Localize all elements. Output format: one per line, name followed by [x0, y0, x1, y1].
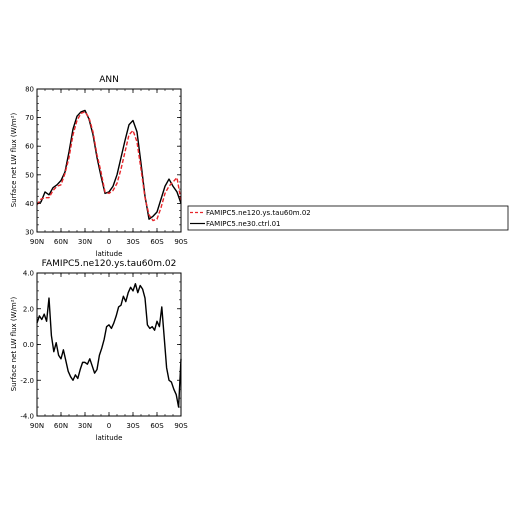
bottom-x-tick-label: 30N — [78, 422, 92, 430]
legend: FAMIPC5.ne120.ys.tau60m.02 FAMIPC5.ne30.… — [187, 205, 509, 231]
top-x-tick-label: 60S — [150, 238, 164, 246]
bottom-tick-layer: 90N 60N 30N 0 30S 60S 90S -4.0 -2.0 0.0 2.0 4.0 — [20, 270, 188, 431]
top-x-tick-label: 30S — [126, 238, 140, 246]
top-series-layer — [36, 109, 182, 222]
bottom-x-tick-label: 0 — [107, 422, 111, 430]
bottom-plot-frame — [36, 272, 182, 417]
bottom-y-tick-label: -2.0 — [20, 377, 34, 385]
legend-box — [187, 205, 509, 231]
bottom-series-layer — [36, 283, 182, 408]
legend-label-ne30: FAMIPC5.ne30.ctrl.01 — [206, 220, 281, 228]
top-y-tick-label: 80 — [25, 86, 34, 94]
top-series-line-0 — [36, 111, 182, 222]
bottom-y-tick-label: 2.0 — [23, 305, 34, 313]
bottom-panel: FAMIPC5.ne120.ys.tau60m.02 90N 60N 30N 0 30S… — [10, 259, 188, 442]
top-panel: ANN 90N 60N 30N 0 30S 60S 90S 30 40 50 60 70 80 lati… — [10, 75, 188, 258]
bottom-x-tick-label: 90S — [174, 422, 188, 430]
top-x-tick-label: 0 — [107, 238, 111, 246]
top-series-line-1 — [36, 109, 182, 220]
top-x-tick-label: 90S — [174, 238, 188, 246]
top-chart-title: ANN — [99, 75, 119, 85]
bottom-chart-title: FAMIPC5.ne120.ys.tau60m.02 — [42, 259, 177, 269]
bottom-y-tick-label: 0.0 — [23, 341, 34, 349]
bottom-x-tick-label: 60S — [150, 422, 164, 430]
top-y-tick-label: 30 — [25, 229, 34, 237]
top-tick-layer: 90N 60N 30N 0 30S 60S 90S 30 40 50 60 70 80 — [25, 86, 188, 247]
bottom-y-tick-label: -4.0 — [20, 413, 34, 421]
bottom-series-line-0 — [36, 283, 182, 408]
top-x-tick-label: 60N — [54, 238, 68, 246]
top-x-tick-label: 90N — [30, 238, 44, 246]
bottom-x-tick-label: 60N — [54, 422, 68, 430]
bottom-y-tick-label: 4.0 — [23, 270, 34, 278]
top-y-axis-label: Surface net LW flux (W/m²) — [10, 112, 18, 207]
top-y-tick-label: 70 — [25, 114, 34, 122]
bottom-x-axis-label: latitude — [96, 434, 123, 442]
top-y-tick-label: 40 — [25, 200, 34, 208]
top-y-tick-label: 60 — [25, 143, 34, 151]
bottom-y-axis-label: Surface net LW flux (W/m²) — [10, 296, 18, 391]
bottom-x-tick-label: 90N — [30, 422, 44, 430]
bottom-x-tick-label: 30S — [126, 422, 140, 430]
legend-label-ne120: FAMIPC5.ne120.ys.tau60m.02 — [206, 209, 311, 217]
top-x-tick-label: 30N — [78, 238, 92, 246]
top-x-axis-label: latitude — [96, 250, 123, 258]
top-y-tick-label: 50 — [25, 171, 34, 179]
